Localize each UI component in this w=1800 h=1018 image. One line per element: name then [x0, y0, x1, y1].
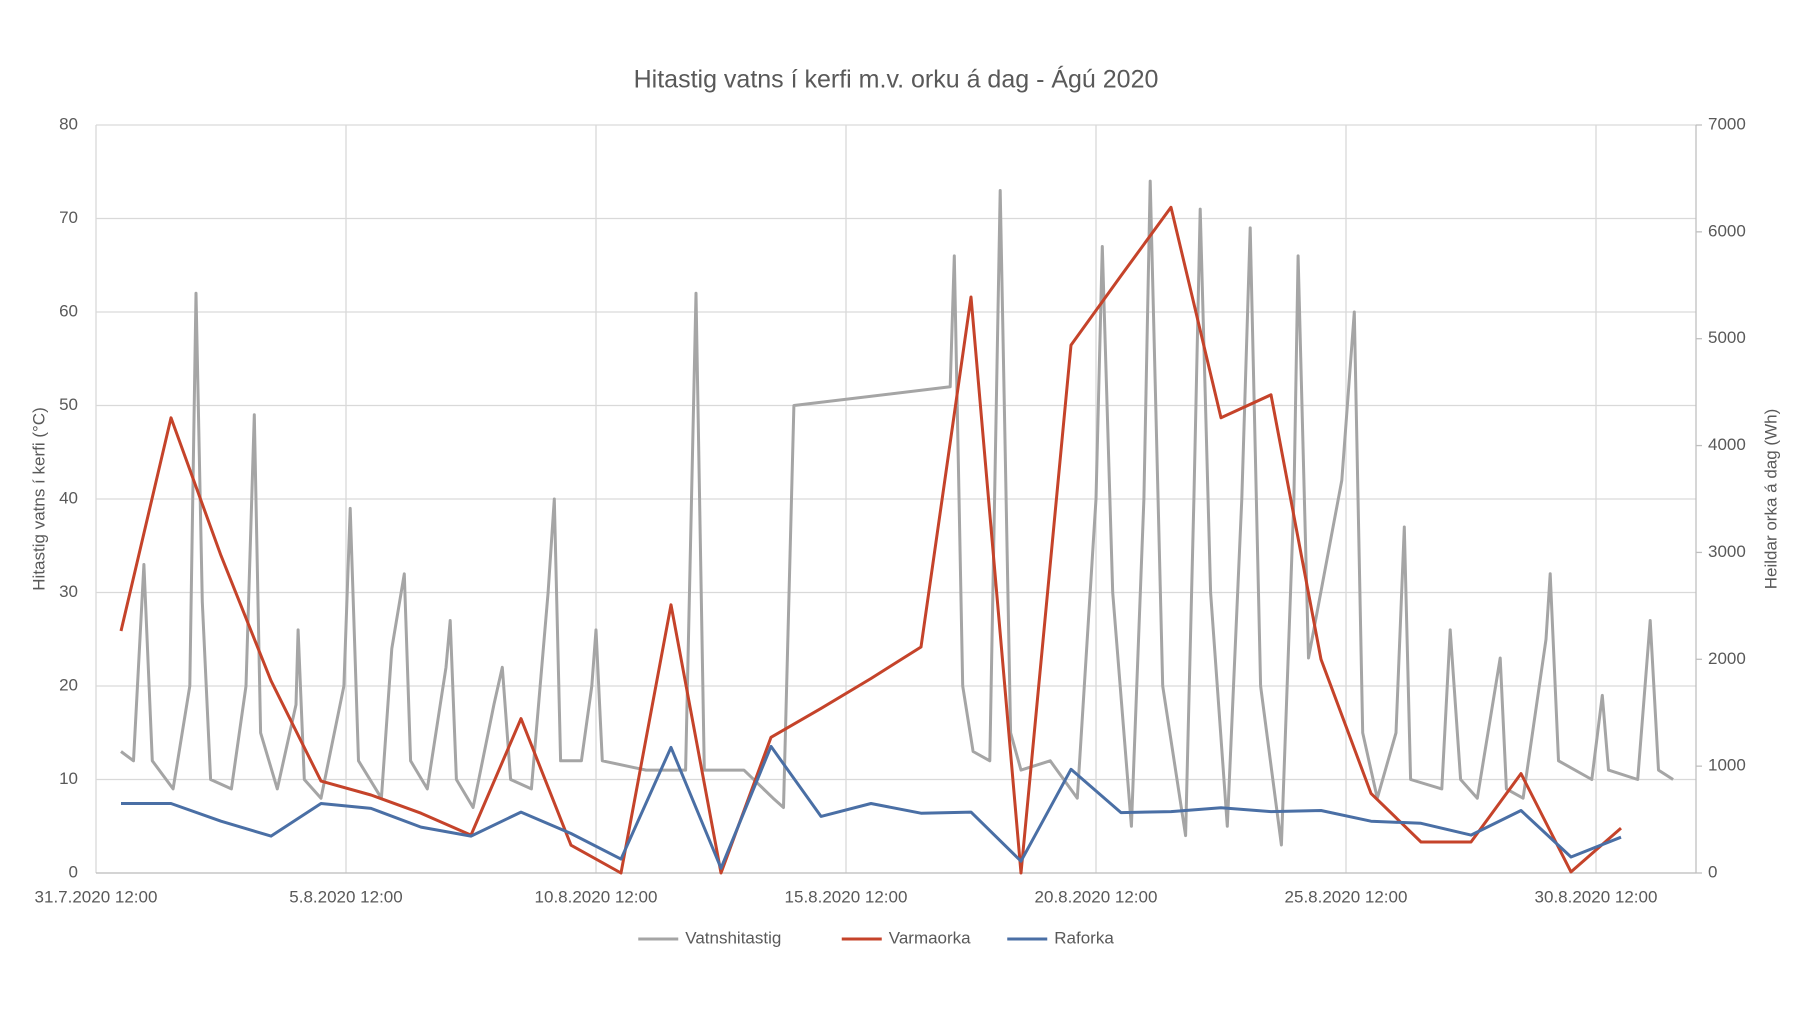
- y2-tick-label: 7000: [1708, 114, 1746, 133]
- x-tick-label: 15.8.2020 12:00: [785, 887, 908, 906]
- y-axis-label: Hitastig vatns í kerfi (°C): [29, 407, 48, 590]
- x-tick-label: 5.8.2020 12:00: [289, 887, 402, 906]
- series-line: [119, 205, 1622, 875]
- y2-tick-label: 0: [1708, 862, 1717, 881]
- y-tick-label: 20: [59, 675, 78, 694]
- x-tick-label: 20.8.2020 12:00: [1035, 887, 1158, 906]
- y-tick-label: 10: [59, 769, 78, 788]
- y-tick-label: 0: [69, 862, 78, 881]
- y2-tick-label: 6000: [1708, 221, 1746, 240]
- y2-axis-label: Heildar orka á dag (Wh): [1761, 409, 1780, 589]
- x-tick-label: 30.8.2020 12:00: [1535, 887, 1658, 906]
- x-tick-label: 31.7.2020 12:00: [35, 887, 158, 906]
- y-tick-label: 60: [59, 301, 78, 320]
- y2-tick-label: 1000: [1708, 756, 1746, 775]
- x-tick-label: 10.8.2020 12:00: [535, 887, 658, 906]
- legend-label: Varmaorka: [889, 928, 971, 947]
- series-line: [120, 179, 1674, 847]
- y2-tick-label: 5000: [1708, 328, 1746, 347]
- series-line: [121, 744, 1622, 870]
- legend-label: Vatnshitastig: [685, 928, 781, 947]
- y2-tick-label: 3000: [1708, 542, 1746, 561]
- y-tick-label: 30: [59, 582, 78, 601]
- legend-label: Raforka: [1054, 928, 1114, 947]
- chart-title: Hitastig vatns í kerfi m.v. orku á dag -…: [634, 65, 1159, 94]
- y-tick-label: 50: [59, 395, 78, 414]
- y-tick-label: 40: [59, 488, 78, 507]
- y2-tick-label: 4000: [1708, 435, 1746, 454]
- y-tick-label: 70: [59, 208, 78, 227]
- y-tick-label: 80: [59, 114, 78, 133]
- x-tick-label: 25.8.2020 12:00: [1285, 887, 1408, 906]
- y2-tick-label: 2000: [1708, 649, 1746, 668]
